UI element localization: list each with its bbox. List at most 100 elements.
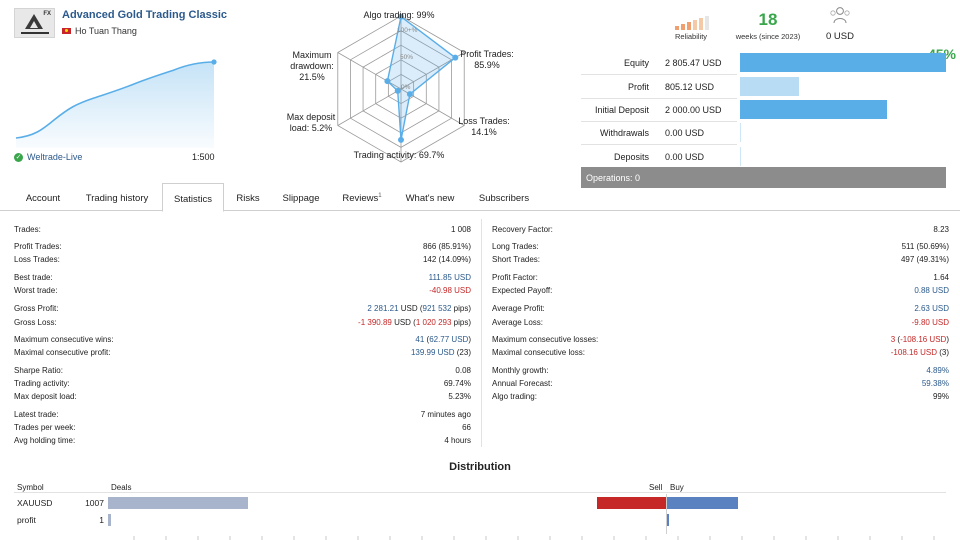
stat-row: Short Trades: 497 (49.31%) <box>492 255 949 265</box>
stat-value: 1.64 <box>933 273 949 282</box>
stat-label: Sharpe Ratio: <box>14 366 63 375</box>
dist-buy-bar <box>667 497 738 509</box>
dist-deals-count: 1 <box>99 515 104 525</box>
stat-value: 7 minutes ago <box>420 410 471 419</box>
broker[interactable]: ✓ Weltrade-Live <box>14 152 82 162</box>
stat-value: 111.85 USD <box>428 273 471 282</box>
stat-value: 99% <box>932 392 949 401</box>
stat-row: Maximal consecutive profit: 139.99 USD (2… <box>14 348 471 358</box>
radar-label-loss-trades: Loss Trades: 14.1% <box>458 116 510 137</box>
stat-label: Recovery Factor: <box>492 225 553 234</box>
dist-col-sell: Sell <box>649 483 663 492</box>
stat-label: Worst trade: <box>14 286 58 295</box>
leverage: 1:500 <box>192 152 215 162</box>
stat-value: 139.99 USD (23) <box>410 348 471 357</box>
stat-row: Annual Forecast: 59.38% <box>492 379 949 389</box>
stat-value: 4 hours <box>444 436 471 445</box>
stat-value: 0.08 <box>455 366 471 375</box>
dist-symbol[interactable]: XAUUSD <box>17 498 53 508</box>
radar-label-profit-trades: Profit Trades: 85.9% <box>460 49 514 70</box>
dist-sell-bar <box>597 497 666 509</box>
stat-row: Max deposit load: 5.23% <box>14 392 471 402</box>
stat-row: Trades: 1 008 <box>14 225 471 235</box>
stat-row: Recovery Factor: 8.23 <box>492 225 949 235</box>
stat-label: Annual Forecast: <box>492 379 553 388</box>
reliability-icon <box>675 14 709 30</box>
author-name[interactable]: Ho Tuan Thang <box>75 26 137 36</box>
balance-label: Equity <box>623 58 649 68</box>
stat-label: Profit Trades: <box>14 242 62 251</box>
dist-center-line <box>666 494 667 534</box>
stat-row: Maximum consecutive losses: 3 (-108.16 US… <box>492 335 949 345</box>
dist-deals-count: 1007 <box>85 498 104 508</box>
radar-spoke <box>337 88 402 126</box>
balance-value: 0.00 USD <box>665 128 705 138</box>
balance-bar <box>740 53 946 72</box>
signal-title[interactable]: Advanced Gold Trading Classic <box>62 9 228 21</box>
stat-value: -40.98 USD <box>429 286 471 295</box>
dist-symbol[interactable]: profit <box>17 515 36 525</box>
dist-col-deals: Deals <box>111 483 132 492</box>
balance-bar <box>740 147 741 166</box>
tab-account[interactable]: Account <box>25 193 61 204</box>
balance-divider <box>581 121 737 122</box>
stat-row: Long Trades: 511 (50.69%) <box>492 242 949 252</box>
stat-label: Maximum consecutive wins: <box>14 335 114 344</box>
dist-deals-bar <box>108 514 111 526</box>
radar-scale-center: 0% <box>401 84 411 91</box>
broker-name[interactable]: Weltrade-Live <box>27 152 83 162</box>
stat-row: Gross Profit: 2 281.21 USD (921 532 pips) <box>14 304 471 314</box>
reliability-label[interactable]: Reliability <box>674 32 708 41</box>
dist-deals-bar <box>108 497 248 509</box>
radar-scale-outer: 100+% <box>397 27 418 34</box>
radar-point <box>452 54 459 61</box>
balance-divider <box>581 74 737 75</box>
tab-reviews[interactable]: Reviews1 <box>342 193 382 205</box>
balance-bar <box>740 77 799 96</box>
tab-trading-history[interactable]: Trading history <box>85 193 149 204</box>
stat-value: 497 (49.31%) <box>900 255 949 264</box>
stat-row: Maximal consecutive loss: -108.16 USD (3) <box>492 348 949 358</box>
weeks-value: 18 <box>758 10 778 29</box>
tab-slippage[interactable]: Slippage <box>282 193 320 204</box>
signal-logo[interactable]: FX <box>14 8 55 38</box>
stat-label: Short Trades: <box>492 255 541 264</box>
balance-row-withdrawals: Withdrawals 0.00 USD <box>581 122 947 144</box>
stat-value: 66 <box>462 423 471 432</box>
stat-label: Maximal consecutive profit: <box>14 348 111 357</box>
author[interactable]: Ho Tuan Thang <box>62 26 137 36</box>
stat-label: Trading activity: <box>14 379 70 388</box>
stat-row: Algo trading: 99% <box>492 392 949 402</box>
balance-row-equity: Equity 2 805.47 USD <box>581 52 947 74</box>
stat-value: 4.89% <box>926 366 949 375</box>
stat-row: Expected Payoff: 0.88 USD <box>492 286 949 296</box>
stat-row: Best trade: 111.85 USD <box>14 273 471 283</box>
radar-svg <box>337 13 465 163</box>
stat-value: 2 281.21 USD (921 532 pips) <box>367 304 471 313</box>
stat-row: Maximum consecutive wins: 41 (62.77 USD) <box>14 335 471 345</box>
tab-risks[interactable]: Risks <box>236 193 260 204</box>
stat-value: 0.88 USD <box>914 286 949 295</box>
stat-label: Trades: <box>14 225 41 234</box>
tab-subscribers[interactable]: Subscribers <box>478 193 530 204</box>
tab-whats-new[interactable]: What's new <box>405 193 455 204</box>
stat-row: Worst trade: -40.98 USD <box>14 286 471 296</box>
balance-value: 805.12 USD <box>665 82 715 92</box>
balance-label: Deposits <box>613 152 649 162</box>
dist-col-buy: Buy <box>670 483 684 492</box>
stat-label: Avg holding time: <box>14 436 76 445</box>
radar-scale-mid: 50% <box>400 54 414 61</box>
stat-label: Gross Profit: <box>14 304 59 313</box>
stat-row: Profit Trades: 866 (85.91%) <box>14 242 471 252</box>
tab-statistics[interactable]: Statistics <box>162 183 224 212</box>
growth-end-point <box>211 59 217 65</box>
stat-label: Average Profit: <box>492 304 545 313</box>
subscribers-funds: 0 USD <box>826 31 854 42</box>
logo-text: FX <box>43 11 51 17</box>
operations-bar[interactable]: Operations: 0 <box>581 167 946 188</box>
stat-row: Average Loss: -9.80 USD <box>492 318 949 328</box>
balance-label: Profit <box>627 82 649 92</box>
stat-row: Gross Loss: -1 390.89 USD (1 020 293 pips… <box>14 318 471 328</box>
stat-label: Monthly growth: <box>492 366 549 375</box>
stat-label: Algo trading: <box>492 392 537 401</box>
